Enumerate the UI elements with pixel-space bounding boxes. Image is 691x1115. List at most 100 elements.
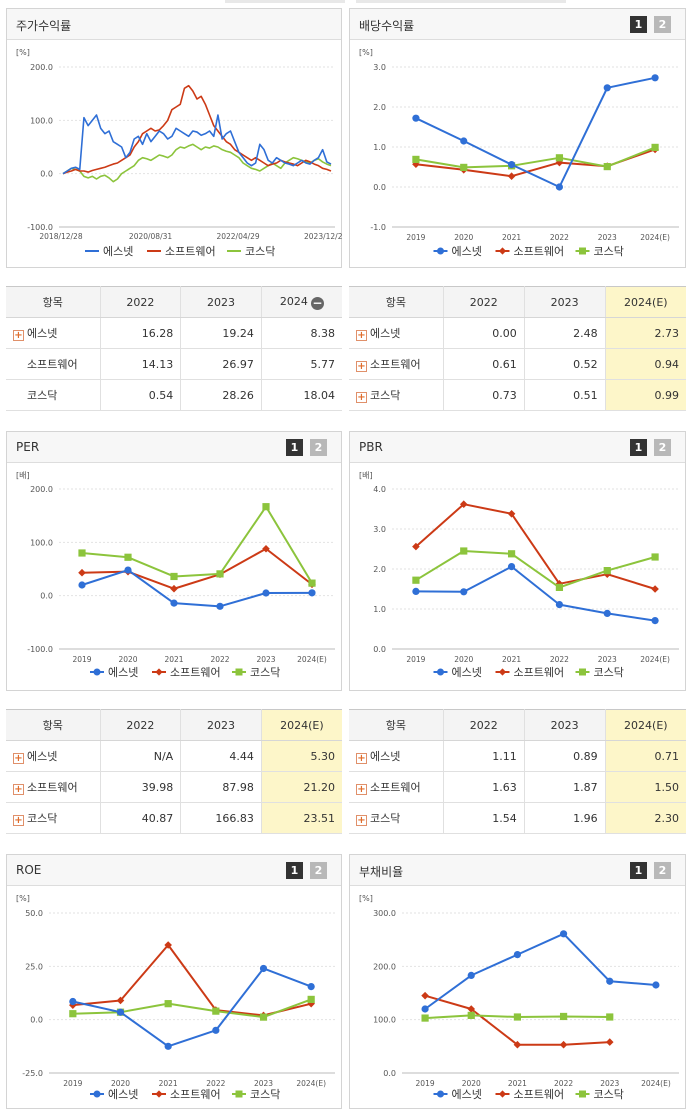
data-point-esnet: [412, 587, 420, 595]
header-label: 2023: [550, 718, 579, 732]
x-tick-label: 2020: [111, 1079, 130, 1088]
x-tick-label: 2024(E): [640, 655, 670, 664]
expand-plus-icon[interactable]: +: [356, 361, 367, 372]
value-cell: 14.13: [100, 348, 182, 380]
data-point-esnet: [651, 74, 659, 82]
dividend-yield-table: 항목 2022 2023 2024(E) + 에스넷 0.00 2.48 2.73 + 소프트웨어 0…: [349, 286, 686, 411]
data-point-esnet: [467, 971, 475, 979]
page-2-button[interactable]: 2: [310, 862, 327, 879]
column-header-year: 2023: [180, 709, 262, 741]
data-point-kosdaq: [212, 1007, 220, 1015]
column-header-year: 2022: [100, 709, 182, 741]
unit-label: [배]: [16, 471, 30, 480]
legend-label-software: 소프트웨어: [514, 1088, 565, 1101]
page-1-button[interactable]: 1: [630, 16, 647, 33]
expand-plus-icon[interactable]: +: [13, 815, 24, 826]
table-row: + 코스닥 40.87 166.83 23.51: [6, 802, 342, 834]
data-point-esnet: [555, 183, 564, 191]
column-header-year: 2023: [524, 286, 606, 318]
value-cell: 23.51: [261, 802, 342, 834]
legend-label-kosdaq: 코스닥: [594, 1088, 624, 1101]
data-point-software: [262, 544, 270, 553]
value-cell: 1.50: [605, 771, 686, 803]
expand-plus-icon[interactable]: +: [356, 753, 367, 764]
stock-return-table: 항목 2022 2023 2024− + 에스넷 16.28 19.24 8.38 소프트웨어 14…: [6, 286, 342, 411]
data-point-software: [78, 568, 86, 577]
data-point-kosdaq: [603, 163, 611, 171]
panel-header: PBR 1 2: [350, 432, 685, 463]
legend-label-esnet: 에스넷: [452, 1088, 482, 1101]
y-tick-label: 0.0: [30, 1016, 43, 1025]
y-tick-label: -100.0: [27, 223, 53, 232]
table-row: + 에스넷 1.11 0.89 0.71: [349, 740, 686, 772]
data-point-esnet: [212, 1026, 220, 1034]
expand-plus-icon[interactable]: +: [356, 330, 367, 341]
expand-plus-icon[interactable]: +: [13, 784, 24, 795]
page-1-button[interactable]: 1: [286, 862, 303, 879]
value-cell: 21.20: [261, 771, 342, 803]
page-2-button[interactable]: 2: [654, 862, 671, 879]
series-line-esnet: [62, 114, 332, 175]
data-point-kosdaq: [606, 1013, 614, 1021]
column-header-year: 2022: [443, 709, 525, 741]
data-point-kosdaq: [460, 163, 468, 171]
x-tick-label: 2021: [508, 1079, 527, 1088]
page-2-button[interactable]: 2: [654, 16, 671, 33]
y-tick-label: 100.0: [373, 1016, 396, 1025]
page-1-button[interactable]: 1: [286, 439, 303, 456]
data-point-kosdaq: [555, 154, 564, 162]
data-point-kosdaq: [460, 547, 468, 555]
table-row: + 에스넷 0.00 2.48 2.73: [349, 317, 686, 349]
row-name-cell: 소프트웨어: [6, 348, 101, 380]
y-tick-label: 3.0: [373, 63, 386, 72]
header-label: 항목: [42, 719, 63, 732]
value-cell: 8.38: [261, 317, 342, 349]
y-tick-label: 200.0: [373, 962, 396, 971]
table-row: + 에스넷 N/A 4.44 5.30: [6, 740, 342, 772]
expand-plus-icon[interactable]: +: [356, 815, 367, 826]
data-point-software: [605, 1038, 614, 1046]
x-tick-label: 2021: [502, 233, 521, 242]
y-tick-label: 50.0: [25, 909, 43, 918]
data-point-esnet: [652, 981, 660, 989]
row-name-cell: + 소프트웨어: [349, 348, 444, 380]
header-label: 항목: [42, 296, 63, 309]
expand-plus-icon[interactable]: +: [356, 784, 367, 795]
legend-label-software: 소프트웨어: [170, 1088, 221, 1101]
value-cell: 39.98: [100, 771, 182, 803]
data-point-kosdaq: [559, 1012, 568, 1021]
dividend-yield-chart: [%]3.0 2.0 1.0 0.0 -1.0 2019 2020 2021 2022 2023 2…: [359, 48, 679, 258]
data-point-kosdaq: [164, 1000, 172, 1008]
legend-label-kosdaq: 코스닥: [250, 1088, 280, 1101]
header-label: 2024(E): [624, 295, 668, 309]
pbr-panel: PBR 1 2 [배] 4.0 3.0 2.0 1.0 0.0 2019 2020 2021 20…: [349, 431, 686, 691]
x-tick-label: 2022: [550, 233, 569, 242]
x-tick-label: 2022: [206, 1079, 225, 1088]
value-cell: 1.11: [443, 740, 525, 772]
expand-plus-icon[interactable]: +: [13, 753, 24, 764]
data-point-esnet: [421, 1005, 429, 1013]
column-header-year: 2022: [443, 286, 525, 318]
page-1-button[interactable]: 1: [630, 862, 647, 879]
panel-title: 배당수익률: [359, 19, 415, 33]
expand-plus-icon[interactable]: +: [356, 392, 367, 403]
value-cell: 26.97: [180, 348, 262, 380]
x-tick-label: 2019: [416, 1079, 435, 1088]
row-name-label: 코스닥: [27, 812, 58, 825]
expand-plus-icon[interactable]: +: [13, 330, 24, 341]
page-2-button[interactable]: 2: [310, 439, 327, 456]
data-point-kosdaq: [412, 155, 420, 163]
unit-label: [%]: [16, 48, 30, 57]
data-point-esnet: [651, 617, 659, 625]
legend-marker-software: [155, 1090, 163, 1098]
page-2-button[interactable]: 2: [654, 439, 671, 456]
data-point-kosdaq: [170, 572, 178, 581]
x-tick-label: 2021: [164, 655, 183, 664]
legend-marker-software: [155, 668, 163, 676]
collapse-minus-icon[interactable]: −: [310, 295, 324, 310]
page-1-button[interactable]: 1: [630, 439, 647, 456]
table-row: 코스닥 0.54 28.26 18.04: [6, 379, 342, 411]
data-point-esnet: [603, 84, 611, 92]
data-point-kosdaq: [651, 143, 659, 151]
